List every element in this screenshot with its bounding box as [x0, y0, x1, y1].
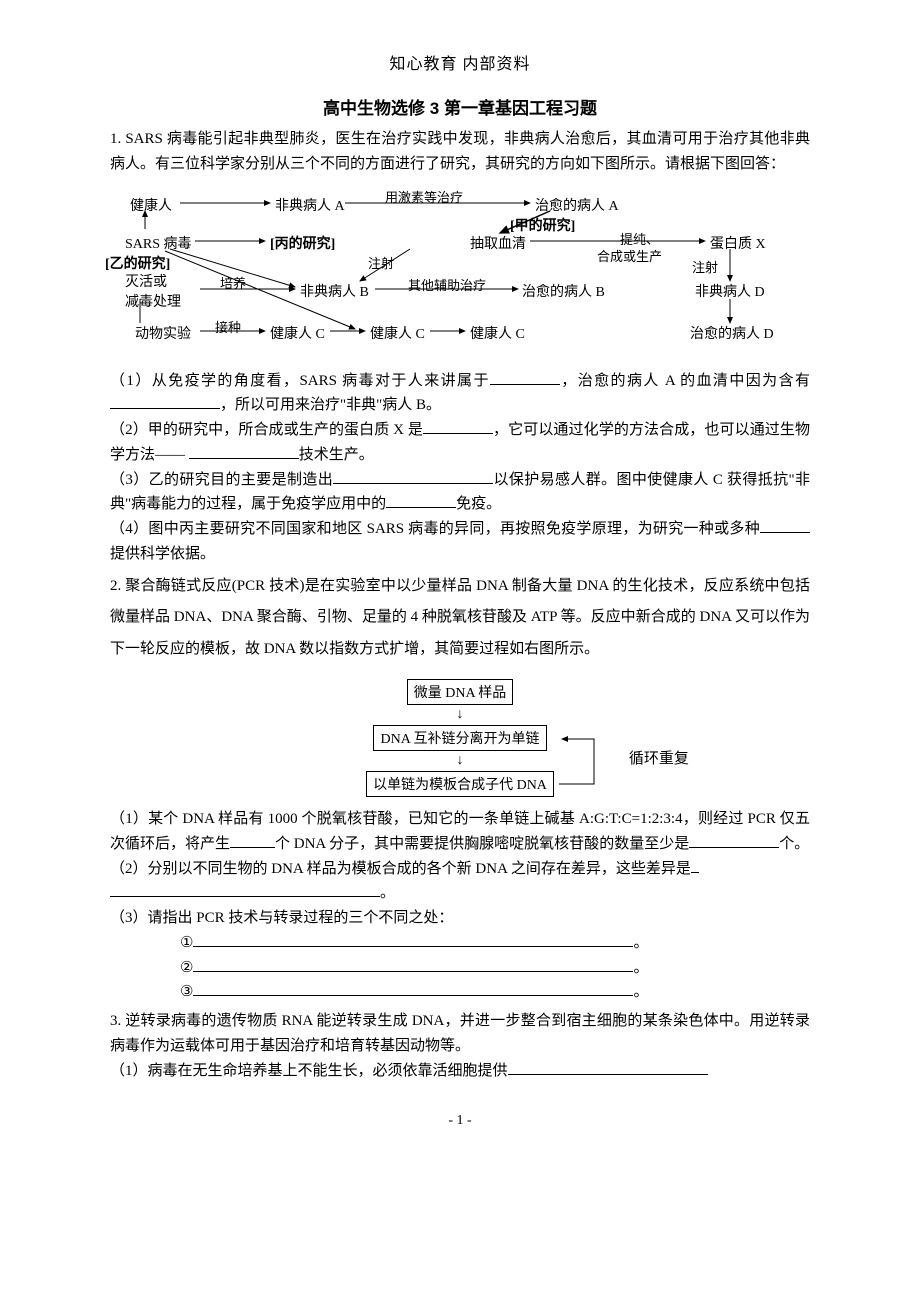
- doc-title: 高中生物选修 3 第一章基因工程习题: [110, 94, 810, 119]
- lab-synth: 合成或生产: [597, 246, 662, 265]
- n-sars: SARS 病毒: [125, 233, 192, 253]
- n-patientB: 非典病人 B: [300, 281, 369, 301]
- flow-box-2: DNA 互补链分离开为单链: [373, 725, 546, 751]
- q1-intro: 1. SARS 病毒能引起非典型肺炎，医生在治疗实践中发现，非典病人治愈后，其血…: [110, 127, 810, 177]
- lab-jia: [甲的研究]: [510, 215, 575, 235]
- q1-p2a: （2）甲的研究中，所合成或生产的蛋白质 X 是: [110, 422, 423, 438]
- blank: [490, 369, 560, 385]
- q2-p1: （1）某个 DNA 样品有 1000 个脱氧核苷酸，已知它的一条单链上碱基 A:…: [110, 807, 810, 857]
- blank: [508, 1059, 708, 1075]
- n-proteinX: 蛋白质 X: [710, 233, 766, 253]
- n-curedB: 治愈的病人 B: [522, 281, 605, 301]
- q1-p1a: （1）从免疫学的角度看，SARS 病毒对于人来讲属于: [110, 373, 490, 389]
- blank: [193, 956, 633, 972]
- num2: ②: [180, 960, 193, 976]
- q1-p1: （1）从免疫学的角度看，SARS 病毒对于人来讲属于 ，治愈的病人 A 的血清中因…: [110, 369, 810, 419]
- blank: [193, 980, 633, 996]
- q1-diagram: 健康人 非典病人 A 用激素等治疗 治愈的病人 A [甲的研究] SARS 病毒…: [110, 191, 810, 351]
- num3: ③: [180, 984, 193, 1000]
- lab-inject2: 注射: [692, 257, 718, 276]
- n-patientA: 非典病人 A: [275, 195, 345, 215]
- q1-p4a: （4）图中丙主要研究不同国家和地区 SARS 病毒的异同，再按照免疫学原理，为研…: [110, 521, 760, 537]
- q2-p2: （2）分别以不同生物的 DNA 样品为模板合成的各个新 DNA 之间存在差异，这…: [110, 857, 810, 907]
- blank: [760, 517, 810, 533]
- flow-arrow: ↓: [366, 708, 554, 722]
- q2-p3: （3）请指出 PCR 技术与转录过程的三个不同之处：: [110, 906, 810, 931]
- lab-bing: [丙的研究]: [270, 233, 335, 253]
- lab-inject1: 注射: [368, 253, 394, 272]
- q1-p2c: 技术生产。: [299, 447, 374, 463]
- q1-p3c: 免疫。: [456, 496, 501, 512]
- q1-p1b: ，治愈的病人 A 的血清中因为含有: [560, 373, 810, 389]
- q3-intro: 3. 逆转录病毒的遗传物质 RNA 能逆转录生成 DNA，并进一步整合到宿主细胞…: [110, 1009, 810, 1059]
- doc-header: 知心教育 内部资料: [110, 50, 810, 74]
- q2-p2a: （2）分别以不同生物的 DNA 样品为模板合成的各个新 DNA 之间存在差异，这…: [110, 861, 691, 877]
- blank: [689, 832, 779, 848]
- blank: [110, 881, 380, 897]
- q1-p2: （2）甲的研究中，所合成或生产的蛋白质 X 是，它可以通过化学的方法合成，也可以…: [110, 418, 810, 468]
- q2-p1b: 个 DNA 分子，其中需要提供胸腺嘧啶脱氧核苷酸的数量至少是: [275, 836, 689, 852]
- q2-intro: 2. 聚合酶链式反应(PCR 技术)是在实验室中以少量样品 DNA 制备大量 D…: [110, 571, 810, 666]
- blank: [110, 393, 220, 409]
- page-number: - 1 -: [110, 1113, 810, 1129]
- q2-p1c: 个。: [779, 836, 809, 852]
- flow-arrow: ↓: [366, 754, 554, 768]
- page-root: 知心教育 内部资料 高中生物选修 3 第一章基因工程习题 1. SARS 病毒能…: [0, 0, 920, 1169]
- blank: [691, 857, 699, 873]
- flow-box-1: 微量 DNA 样品: [407, 679, 514, 705]
- lab-yi: [乙的研究]: [105, 253, 170, 273]
- lab-seed: 接种: [215, 317, 241, 336]
- n-curedA: 治愈的病人 A: [535, 195, 619, 215]
- blank: [189, 443, 299, 459]
- q3-p1a: （1）病毒在无生命培养基上不能生长，必须依靠活细胞提供: [110, 1063, 508, 1079]
- n-inactive: 灭活或: [125, 271, 167, 291]
- q2-n3: ③。: [180, 980, 810, 1005]
- lab-culture: 培养: [220, 273, 246, 292]
- q2-n1: ①。: [180, 931, 810, 956]
- n-patientD: 非典病人 D: [695, 281, 765, 301]
- q3-p1: （1）病毒在无生命培养基上不能生长，必须依靠活细胞提供: [110, 1059, 810, 1084]
- flow-side-label: 循环重复: [629, 747, 689, 768]
- flow-box-3: 以单链为模板合成子代 DNA: [366, 771, 554, 797]
- blank: [333, 468, 493, 484]
- n-curedD: 治愈的病人 D: [690, 323, 774, 343]
- blank: [386, 492, 456, 508]
- q1-p3a: （3）乙的研究目的主要是制造出: [110, 472, 333, 488]
- n-serum: 抽取血清: [470, 233, 526, 253]
- n-healthy: 健康人: [130, 195, 172, 215]
- blank: [230, 832, 275, 848]
- n-healthyC3: 健康人 C: [470, 323, 525, 343]
- blank: [193, 931, 633, 947]
- q2-flowchart: 微量 DNA 样品 ↓ DNA 互补链分离开为单链 循环重复 ↓ 以单链为模板合…: [110, 679, 810, 797]
- num1: ①: [180, 935, 193, 951]
- q2-n2: ②。: [180, 956, 810, 981]
- lab-other: 其他辅助治疗: [408, 275, 486, 294]
- lab-hormone: 用激素等治疗: [385, 187, 463, 206]
- n-healthyC1: 健康人 C: [270, 323, 325, 343]
- q1-p4b: 提供科学依据。: [110, 546, 215, 562]
- n-inactive2: 减毒处理: [125, 291, 181, 311]
- q1-p4: （4）图中丙主要研究不同国家和地区 SARS 病毒的异同，再按照免疫学原理，为研…: [110, 517, 810, 567]
- n-healthyC2: 健康人 C: [370, 323, 425, 343]
- n-animal: 动物实验: [135, 323, 191, 343]
- q1-p1c: ，所以可用来治疗"非典"病人 B。: [220, 397, 441, 413]
- loop-arrow: [554, 729, 624, 799]
- blank: [423, 418, 493, 434]
- q1-p3: （3）乙的研究目的主要是制造出以保护易感人群。图中使健康人 C 获得抵抗"非典"…: [110, 468, 810, 518]
